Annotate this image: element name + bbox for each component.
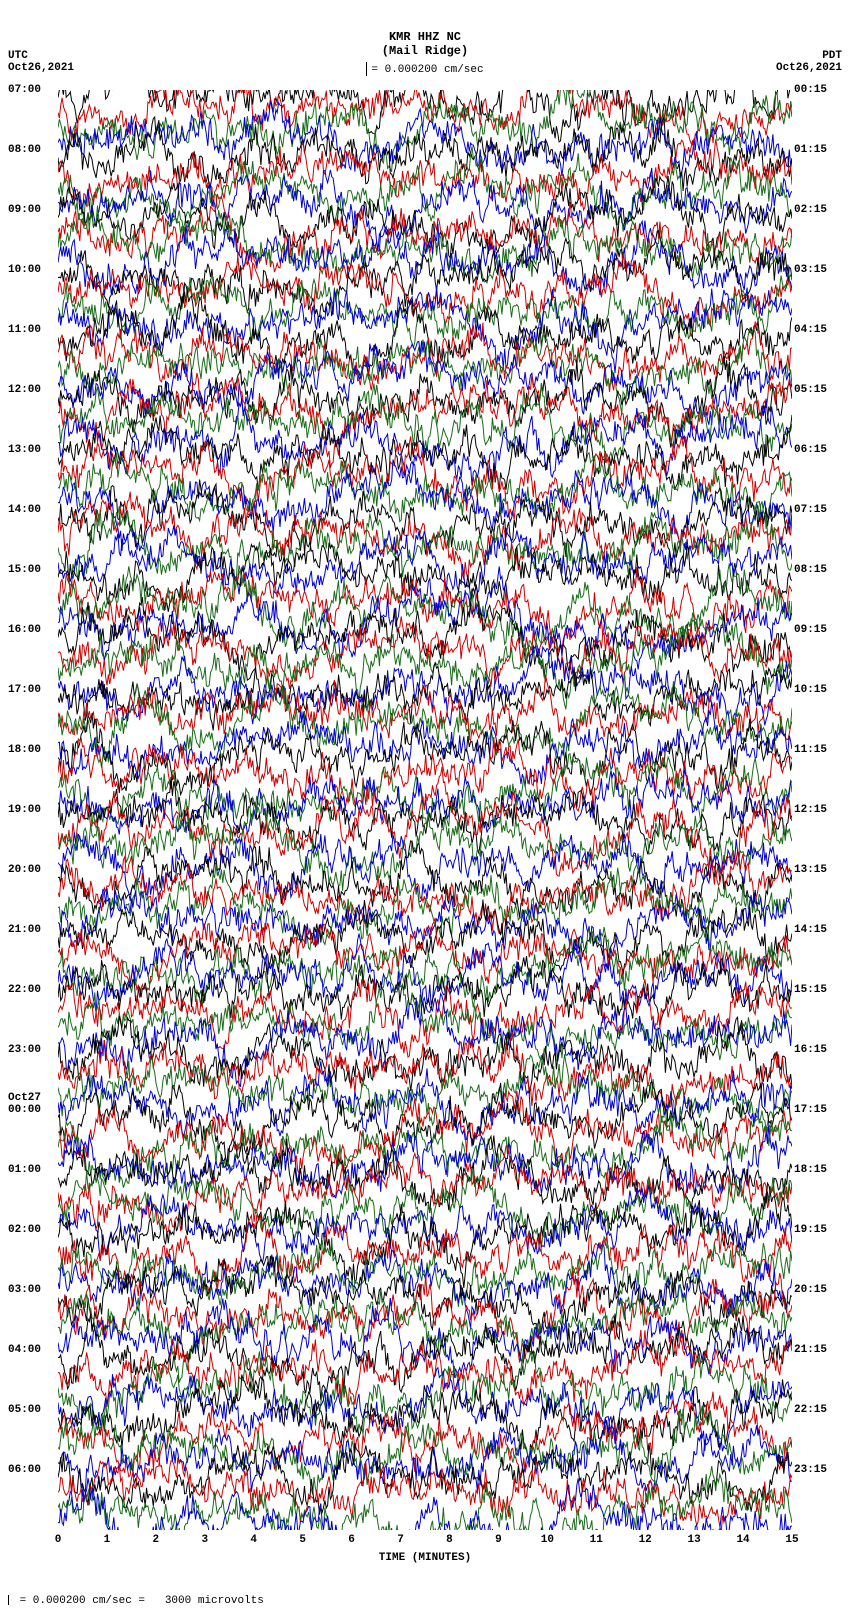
x-tick: 11 <box>590 1534 603 1546</box>
hour-label: 04:15 <box>794 324 827 336</box>
footer-scale-bar-icon <box>8 1595 9 1605</box>
seismogram-container: KMR HHZ NC (Mail Ridge) = 0.000200 cm/se… <box>0 0 850 1613</box>
hour-label: 22:00 <box>8 984 41 996</box>
hour-label: 16:15 <box>794 1044 827 1056</box>
x-tick: 1 <box>104 1534 111 1546</box>
hour-label: 10:00 <box>8 264 41 276</box>
x-tick: 7 <box>397 1534 404 1546</box>
station-name: (Mail Ridge) <box>0 44 850 58</box>
x-axis-label: TIME (MINUTES) <box>0 1552 850 1564</box>
x-tick: 12 <box>639 1534 652 1546</box>
hour-label: Oct27 00:00 <box>8 1092 41 1116</box>
x-tick: 0 <box>55 1534 62 1546</box>
footer-scale-text: = 0.000200 cm/sec = 3000 microvolts <box>20 1595 264 1607</box>
hour-label: 18:00 <box>8 744 41 756</box>
date-right: Oct26,2021 <box>776 62 842 74</box>
x-tick: 2 <box>153 1534 160 1546</box>
hour-label: 16:00 <box>8 624 41 636</box>
date-left: Oct26,2021 <box>8 62 74 74</box>
hour-label: 03:15 <box>794 264 827 276</box>
helicorder-plot <box>58 90 792 1530</box>
hour-label: 04:00 <box>8 1344 41 1356</box>
hour-label: 14:00 <box>8 504 41 516</box>
hour-label: 17:00 <box>8 684 41 696</box>
hour-label: 06:00 <box>8 1464 41 1476</box>
hour-label: 03:00 <box>8 1284 41 1296</box>
hour-label: 11:15 <box>794 744 827 756</box>
hour-label: 21:00 <box>8 924 41 936</box>
scale-text: = 0.000200 cm/sec <box>371 64 483 76</box>
hour-label: 07:15 <box>794 504 827 516</box>
hour-label: 15:15 <box>794 984 827 996</box>
x-tick: 5 <box>299 1534 306 1546</box>
x-tick: 15 <box>785 1534 798 1546</box>
hour-label: 01:15 <box>794 144 827 156</box>
hour-label: 20:00 <box>8 864 41 876</box>
hour-label: 14:15 <box>794 924 827 936</box>
hour-label: 00:15 <box>794 84 827 96</box>
hour-label: 07:00 <box>8 84 41 96</box>
hour-label: 01:00 <box>8 1164 41 1176</box>
x-tick: 4 <box>250 1534 257 1546</box>
hour-label: 13:00 <box>8 444 41 456</box>
timezone-right: PDT <box>822 50 842 62</box>
hour-label: 19:00 <box>8 804 41 816</box>
x-tick: 9 <box>495 1534 502 1546</box>
hour-label: 05:15 <box>794 384 827 396</box>
hour-label: 23:15 <box>794 1464 827 1476</box>
local-hour-labels: 00:1501:1502:1503:1504:1505:1506:1507:15… <box>794 90 842 1530</box>
station-code: KMR HHZ NC <box>0 30 850 44</box>
utc-hour-labels: 07:0008:0009:0010:0011:0012:0013:0014:00… <box>8 90 56 1530</box>
helicorder-svg <box>58 90 792 1530</box>
x-tick: 8 <box>446 1534 453 1546</box>
scale-bar-icon <box>366 62 367 76</box>
hour-label: 06:15 <box>794 444 827 456</box>
x-tick: 10 <box>541 1534 554 1546</box>
hour-label: 02:15 <box>794 204 827 216</box>
scale-indicator: = 0.000200 cm/sec <box>0 62 850 76</box>
hour-label: 21:15 <box>794 1344 827 1356</box>
timezone-left: UTC <box>8 50 28 62</box>
x-tick: 14 <box>736 1534 749 1546</box>
hour-label: 02:00 <box>8 1224 41 1236</box>
hour-label: 08:15 <box>794 564 827 576</box>
hour-label: 18:15 <box>794 1164 827 1176</box>
hour-label: 15:00 <box>8 564 41 576</box>
hour-label: 10:15 <box>794 684 827 696</box>
hour-label: 12:00 <box>8 384 41 396</box>
hour-label: 09:15 <box>794 624 827 636</box>
x-tick: 3 <box>201 1534 208 1546</box>
footer-scale: = 0.000200 cm/sec = 3000 microvolts <box>8 1595 264 1607</box>
hour-label: 08:00 <box>8 144 41 156</box>
hour-label: 05:00 <box>8 1404 41 1416</box>
hour-label: 20:15 <box>794 1284 827 1296</box>
hour-label: 23:00 <box>8 1044 41 1056</box>
hour-label: 09:00 <box>8 204 41 216</box>
hour-label: 22:15 <box>794 1404 827 1416</box>
hour-label: 19:15 <box>794 1224 827 1236</box>
x-tick: 6 <box>348 1534 355 1546</box>
hour-label: 17:15 <box>794 1104 827 1116</box>
hour-label: 13:15 <box>794 864 827 876</box>
hour-label: 11:00 <box>8 324 41 336</box>
hour-label: 12:15 <box>794 804 827 816</box>
x-tick: 13 <box>688 1534 701 1546</box>
